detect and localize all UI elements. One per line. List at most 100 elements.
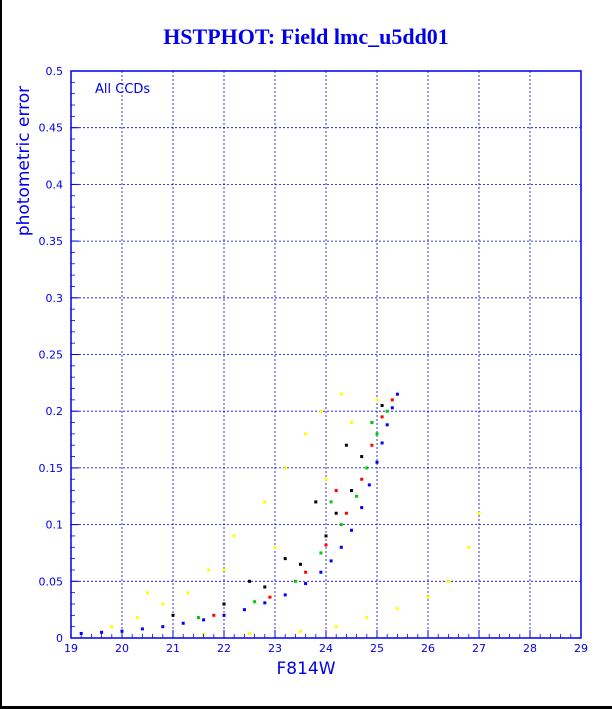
data-point [293, 579, 297, 583]
grid-lines [71, 71, 581, 638]
data-point [324, 543, 328, 547]
y-tick-label: 0.15 [39, 462, 64, 475]
x-tick-label: 19 [64, 642, 78, 655]
data-point [232, 534, 236, 538]
y-axis-label: photometric error [14, 86, 34, 236]
window-border-left [0, 0, 2, 709]
data-point [304, 582, 308, 586]
data-point [146, 591, 149, 595]
x-tick-label: 21 [166, 642, 180, 655]
y-tick-label: 0.2 [46, 405, 64, 418]
data-point [304, 570, 308, 574]
data-point [222, 568, 226, 572]
data-point [344, 443, 348, 447]
y-tick-label: 0.05 [39, 575, 64, 588]
data-point [350, 489, 353, 493]
data-point [222, 613, 226, 617]
data-point [355, 494, 359, 498]
data-point [367, 483, 371, 487]
data-point [334, 511, 338, 515]
data-point [360, 477, 364, 481]
data-point [370, 443, 374, 447]
data-point [161, 602, 165, 606]
data-point [380, 404, 384, 408]
data-point [395, 392, 399, 396]
data-point [202, 618, 206, 622]
data-point [207, 568, 211, 572]
data-point [360, 455, 364, 459]
x-tick-label: 27 [472, 642, 486, 655]
data-point [304, 432, 308, 436]
x-tick-label: 22 [217, 642, 231, 655]
data-point [324, 477, 328, 481]
x-tick-label: 26 [421, 642, 435, 655]
data-point [283, 557, 287, 561]
x-tick-label: 20 [115, 642, 129, 655]
data-point [375, 432, 379, 436]
y-tick-label: 0.4 [46, 178, 64, 191]
data-point [370, 421, 374, 425]
data-point [380, 441, 384, 445]
data-point [477, 511, 481, 515]
data-point [329, 500, 333, 504]
data-point [100, 630, 104, 634]
data-point [365, 466, 369, 470]
x-tick-label: 25 [370, 642, 384, 655]
data-point [339, 392, 343, 396]
data-point [380, 415, 384, 419]
data-point [360, 506, 364, 510]
y-tick-label: 0.35 [39, 235, 64, 248]
y-tick-label: 0 [56, 632, 63, 645]
data-point [339, 523, 343, 527]
data-point [350, 421, 353, 425]
data-point [329, 559, 333, 563]
y-tick-label: 0.3 [46, 292, 64, 305]
data-point [426, 595, 430, 599]
data-point [299, 562, 302, 566]
data-point [161, 625, 165, 629]
data-point [334, 489, 338, 493]
data-point [299, 629, 302, 633]
window-border-bottom [0, 706, 612, 709]
data-point [319, 570, 323, 574]
x-tick-label: 24 [319, 642, 333, 655]
data-point [344, 511, 348, 515]
data-point [446, 579, 450, 583]
data-point [395, 607, 399, 611]
data-point [110, 625, 114, 629]
data-point [263, 601, 267, 605]
data-point [390, 398, 394, 402]
x-tick-label: 28 [523, 642, 537, 655]
data-point [135, 616, 139, 620]
data-point [390, 406, 394, 410]
data-point [273, 545, 277, 549]
y-tick-label: 0.1 [46, 519, 64, 532]
data-point [186, 591, 190, 595]
data-point [263, 585, 267, 589]
data-point [222, 602, 226, 606]
data-point [385, 409, 389, 413]
data-point [324, 534, 328, 538]
data-point [212, 613, 216, 617]
data-point [375, 460, 379, 464]
data-point [350, 528, 353, 532]
all-ccds-annotation: All CCDs [95, 82, 150, 97]
data-point [181, 621, 185, 625]
data-point [263, 500, 267, 504]
data-point [365, 616, 369, 620]
data-point [79, 631, 83, 635]
data-point [314, 500, 318, 504]
y-tick-label: 0.45 [39, 122, 64, 135]
data-point [248, 631, 251, 635]
data-point [334, 625, 338, 629]
data-point [197, 616, 200, 620]
chart-title: HSTPHOT: Field lmc_u5dd01 [163, 24, 449, 49]
y-tick-label: 0.25 [39, 349, 64, 362]
data-point [242, 608, 246, 612]
data-point [268, 595, 272, 599]
x-axis-label: F814W [276, 659, 335, 679]
data-point [171, 613, 175, 617]
data-point [375, 398, 379, 402]
